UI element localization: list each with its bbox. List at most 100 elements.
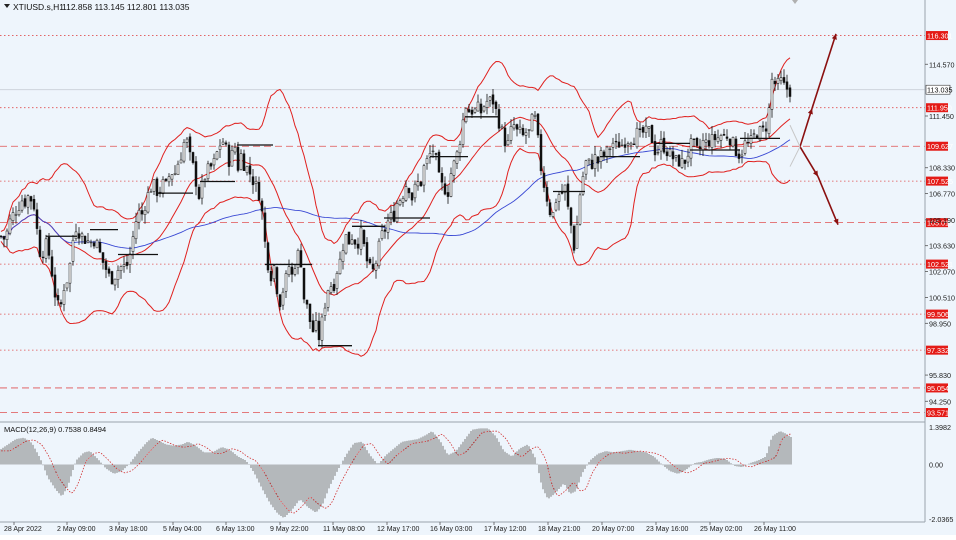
candle-body bbox=[149, 191, 153, 193]
candle-body bbox=[698, 146, 702, 149]
candle-body bbox=[323, 307, 327, 316]
candle-body bbox=[782, 77, 786, 83]
candle-body bbox=[122, 264, 126, 267]
candle-body bbox=[539, 134, 543, 172]
forecast-arrow-line bbox=[799, 108, 813, 147]
candle-body bbox=[554, 202, 558, 211]
time-tick-label: 11 May 08:00 bbox=[323, 526, 365, 533]
candle-body bbox=[179, 159, 183, 164]
candle-body bbox=[743, 140, 747, 154]
candle-body bbox=[227, 144, 231, 167]
candle-body bbox=[545, 187, 549, 202]
candle-body bbox=[194, 161, 198, 187]
candle-body bbox=[230, 150, 234, 167]
candle-body bbox=[41, 256, 45, 259]
candle-body bbox=[71, 239, 75, 262]
candle-body bbox=[467, 109, 471, 113]
candle-body bbox=[365, 242, 369, 262]
candle-body bbox=[290, 266, 294, 275]
candle-body bbox=[626, 143, 630, 146]
level-label: 111.950 bbox=[927, 104, 952, 113]
price-tick-label: 102.070 bbox=[929, 268, 955, 277]
candle-body bbox=[359, 227, 363, 250]
price-tick-label: 108.330 bbox=[929, 164, 955, 173]
chart-menu-triangle-icon[interactable] bbox=[4, 4, 10, 8]
candle-body bbox=[653, 141, 657, 156]
candle-body bbox=[725, 136, 729, 139]
candle-body bbox=[182, 142, 186, 162]
candle-body bbox=[371, 263, 375, 270]
candle-body bbox=[404, 186, 408, 201]
forecast-arrow-line bbox=[817, 176, 839, 225]
candle-body bbox=[398, 200, 402, 206]
time-tick-label: 26 May 11:00 bbox=[754, 526, 796, 533]
candle-body bbox=[197, 186, 201, 199]
candle-body bbox=[311, 320, 315, 333]
time-axis: 28 Apr 2022 2 May 09:00 3 May 18:00 5 May 0… bbox=[4, 522, 796, 533]
candle-body bbox=[440, 173, 444, 183]
candle-body bbox=[155, 178, 159, 196]
candle-body bbox=[353, 239, 357, 245]
candle-body bbox=[299, 250, 303, 268]
candle-body bbox=[710, 134, 714, 148]
candle-body bbox=[23, 198, 27, 207]
candle-body bbox=[479, 103, 483, 114]
candle-body bbox=[695, 137, 699, 146]
candle-body bbox=[416, 181, 420, 187]
candle-body bbox=[47, 236, 51, 256]
candle-body bbox=[80, 233, 84, 237]
candle-body bbox=[233, 146, 237, 153]
time-tick-label: 28 Apr 2022 bbox=[4, 526, 42, 533]
candle-body bbox=[86, 240, 90, 243]
shift-marker-icon[interactable] bbox=[792, 0, 798, 4]
candle-body bbox=[536, 113, 540, 136]
bollinger-lower bbox=[0, 147, 791, 357]
candle-body bbox=[260, 200, 264, 212]
candle-body bbox=[719, 135, 723, 141]
price-tick-label: 105.190 bbox=[929, 216, 955, 225]
candle-body bbox=[485, 100, 489, 108]
candle-body bbox=[236, 146, 240, 171]
candle-body bbox=[380, 230, 384, 239]
candle-body bbox=[419, 181, 423, 187]
candle-body bbox=[251, 176, 255, 186]
candle-body bbox=[218, 145, 222, 150]
time-tick-label: 6 May 13:00 bbox=[216, 526, 255, 533]
candle-body bbox=[413, 183, 417, 199]
candle-body bbox=[329, 286, 333, 293]
forecast-arrow-head bbox=[812, 170, 818, 177]
candle-body bbox=[89, 241, 93, 244]
candle-body bbox=[38, 229, 42, 257]
candle-body bbox=[770, 78, 774, 110]
candle-body bbox=[575, 224, 579, 249]
candle-body bbox=[470, 109, 474, 115]
chart-frame bbox=[0, 0, 926, 523]
candle-body bbox=[335, 273, 339, 289]
candle-body bbox=[491, 94, 495, 105]
candle-body bbox=[584, 160, 588, 175]
price-tick-label: 111.450 bbox=[929, 112, 954, 121]
time-tick-label: 25 May 02:00 bbox=[700, 526, 743, 533]
candle-body bbox=[302, 267, 306, 300]
level-label-box bbox=[926, 31, 948, 41]
candle-body bbox=[749, 135, 753, 144]
level-label-box bbox=[926, 103, 948, 113]
candle-body bbox=[407, 188, 411, 194]
candle-body bbox=[338, 258, 342, 275]
candle-body bbox=[497, 109, 501, 129]
level-label: 109.627 bbox=[927, 142, 953, 151]
candle-body bbox=[95, 239, 99, 249]
candle-body bbox=[500, 126, 504, 129]
candle-body bbox=[107, 268, 111, 274]
level-label-box bbox=[926, 141, 948, 151]
candle-body bbox=[113, 278, 117, 286]
forecast-arrows bbox=[789, 33, 839, 225]
candle-body bbox=[734, 138, 738, 156]
candle-body bbox=[56, 295, 60, 301]
level-label: 97.332 bbox=[927, 346, 949, 355]
symbol-timeframe-label: XTIUSD.s,H1 bbox=[13, 2, 64, 12]
candle-body bbox=[269, 271, 273, 282]
candle-body bbox=[551, 212, 555, 217]
time-tick-label: 23 May 16:00 bbox=[646, 526, 689, 533]
candle-body bbox=[602, 151, 606, 157]
